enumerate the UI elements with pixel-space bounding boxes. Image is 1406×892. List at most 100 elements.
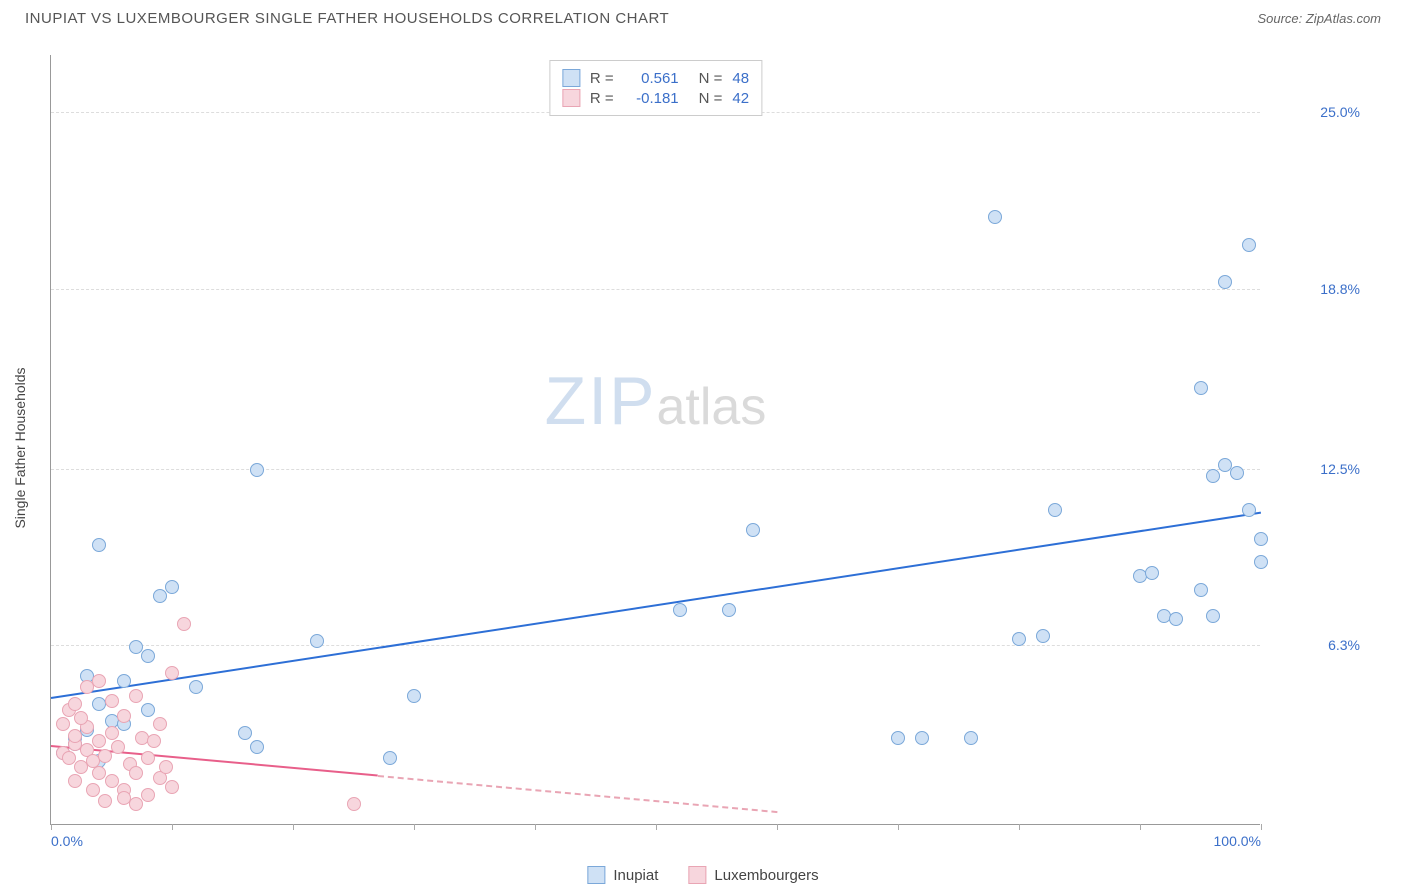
x-tick	[656, 824, 657, 830]
trend-line	[51, 511, 1261, 698]
series-legend: Inupiat Luxembourgers	[587, 866, 818, 884]
data-point	[1194, 381, 1208, 395]
data-point	[964, 731, 978, 745]
data-point	[141, 703, 155, 717]
legend-swatch	[587, 866, 605, 884]
data-point	[238, 726, 252, 740]
data-point	[98, 794, 112, 808]
x-tick	[898, 824, 899, 830]
legend-swatch	[562, 89, 580, 107]
x-tick	[535, 824, 536, 830]
data-point	[165, 780, 179, 794]
data-point	[141, 788, 155, 802]
data-point	[1206, 609, 1220, 623]
gridline	[51, 645, 1260, 646]
data-point	[1012, 632, 1026, 646]
data-point	[988, 210, 1002, 224]
data-point	[153, 589, 167, 603]
data-point	[407, 689, 421, 703]
y-axis-title: Single Father Households	[12, 367, 28, 528]
chart-title: INUPIAT VS LUXEMBOURGER SINGLE FATHER HO…	[25, 10, 669, 27]
data-point	[153, 717, 167, 731]
data-point	[92, 734, 106, 748]
data-point	[1230, 466, 1244, 480]
n-value: 48	[732, 70, 749, 87]
legend-label: Inupiat	[613, 867, 658, 884]
data-point	[746, 523, 760, 537]
legend-item: Luxembourgers	[688, 866, 818, 884]
data-point	[68, 774, 82, 788]
header: INUPIAT VS LUXEMBOURGER SINGLE FATHER HO…	[0, 0, 1406, 27]
data-point	[250, 740, 264, 754]
data-point	[915, 731, 929, 745]
x-tick	[172, 824, 173, 830]
data-point	[310, 634, 324, 648]
data-point	[92, 674, 106, 688]
data-point	[1036, 629, 1050, 643]
data-point	[673, 603, 687, 617]
legend-row: R = 0.561 N = 48	[562, 69, 749, 87]
chart-area: Single Father Households ZIPatlas R =0.5…	[50, 55, 1370, 825]
data-point	[147, 734, 161, 748]
data-point	[722, 603, 736, 617]
data-point	[68, 729, 82, 743]
data-point	[129, 797, 143, 811]
watermark: ZIPatlas	[545, 362, 767, 440]
x-tick	[1261, 824, 1262, 830]
data-point	[159, 760, 173, 774]
data-point	[68, 697, 82, 711]
data-point	[86, 783, 100, 797]
data-point	[250, 463, 264, 477]
data-point	[189, 680, 203, 694]
x-tick	[777, 824, 778, 830]
data-point	[117, 709, 131, 723]
data-point	[1145, 566, 1159, 580]
x-tick	[1019, 824, 1020, 830]
legend-label: Luxembourgers	[714, 867, 818, 884]
r-value: 0.561	[624, 70, 679, 87]
gridline	[51, 289, 1260, 290]
x-tick	[414, 824, 415, 830]
data-point	[891, 731, 905, 745]
r-value: -0.181	[624, 90, 679, 107]
x-tick-label: 0.0%	[51, 833, 83, 849]
data-point	[105, 726, 119, 740]
data-point	[1194, 583, 1208, 597]
data-point	[129, 689, 143, 703]
scatter-plot: ZIPatlas R =0.561N =48R =-0.181N =42 6.3…	[50, 55, 1260, 825]
data-point	[383, 751, 397, 765]
data-point	[1254, 532, 1268, 546]
y-tick-label: 12.5%	[1270, 461, 1360, 477]
data-point	[105, 694, 119, 708]
n-value: 42	[732, 90, 749, 107]
gridline	[51, 469, 1260, 470]
data-point	[1218, 275, 1232, 289]
legend-swatch	[688, 866, 706, 884]
data-point	[98, 749, 112, 763]
r-label: R =	[590, 70, 614, 87]
data-point	[111, 740, 125, 754]
data-point	[177, 617, 191, 631]
watermark-atlas: atlas	[656, 378, 766, 436]
x-tick	[1140, 824, 1141, 830]
y-tick-label: 25.0%	[1270, 104, 1360, 120]
data-point	[1242, 503, 1256, 517]
data-point	[1048, 503, 1062, 517]
r-label: R =	[590, 90, 614, 107]
watermark-zip: ZIP	[545, 363, 657, 439]
data-point	[1169, 612, 1183, 626]
data-point	[141, 751, 155, 765]
data-point	[117, 674, 131, 688]
data-point	[129, 766, 143, 780]
x-tick-label: 100.0%	[1214, 833, 1261, 849]
data-point	[347, 797, 361, 811]
data-point	[1242, 238, 1256, 252]
data-point	[1206, 469, 1220, 483]
data-point	[56, 717, 70, 731]
data-point	[74, 711, 88, 725]
data-point	[92, 538, 106, 552]
data-point	[1254, 555, 1268, 569]
n-label: N =	[699, 70, 723, 87]
data-point	[165, 666, 179, 680]
data-point	[141, 649, 155, 663]
